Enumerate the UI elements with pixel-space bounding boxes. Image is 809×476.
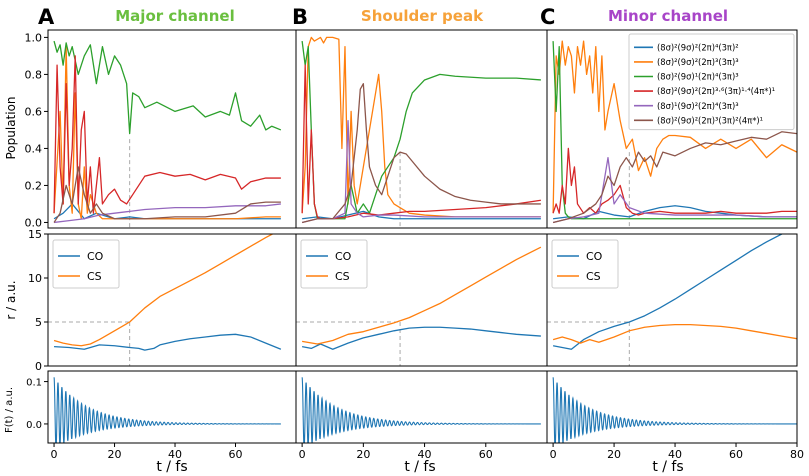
ytick-label-0-5: 1.0: [25, 31, 43, 44]
series-line-c-1-0: [552, 234, 784, 350]
legend-label-b-1-1: CS: [335, 270, 350, 283]
xtick-label-a-0: 0: [51, 448, 58, 461]
series-line-a-0-5: [53, 166, 281, 223]
ytick-label-0-2: 0.4: [25, 142, 43, 155]
series-line-b-0-2: [301, 41, 541, 220]
xtick-label-b-1: 20: [356, 448, 370, 461]
xlabel-a: t / fs: [156, 459, 187, 475]
ytick-label-0-0: 0.0: [25, 216, 43, 229]
legend-label-c-0-4: (8σ)¹(9σ)²(2π)⁴(3π)³: [657, 101, 739, 111]
series-line-a-1-0: [54, 333, 282, 351]
field-line-c: [552, 377, 797, 443]
legend-label-b-1-0: CO: [335, 250, 352, 263]
xlabel-c: t / fs: [652, 459, 683, 475]
ylabel-bond-length: r / a.u.: [4, 280, 18, 319]
ytick-label-1-1: 5: [35, 316, 42, 329]
xtick-label-c-3: 60: [729, 448, 743, 461]
series-line-b-0-1: [301, 36, 541, 218]
legend-label-c-0-0: (8σ)²(9σ)²(2π)⁴(3π)²: [657, 42, 739, 52]
field-line-b: [301, 377, 541, 443]
series-line-a-0-3: [53, 55, 281, 214]
legend-box-a-1: [52, 239, 120, 289]
legend-box-b-1: [300, 239, 368, 289]
legend-label-c-0-2: (8σ)²(9σ)¹(2π)⁴(3π)³: [657, 72, 739, 82]
field-line-a: [53, 377, 281, 443]
ytick-label-2-0: 0.0: [26, 420, 42, 431]
legend-label-a-1-0: CO: [87, 250, 104, 263]
xtick-label-c-2: 40: [668, 448, 682, 461]
legend-label-c-0-5: (8σ)²(9σ)²(2π)³(3π)²(4π*)¹: [657, 115, 763, 125]
series-line-c-0-4: [552, 157, 797, 224]
panel-title-b: Shoulder peak: [361, 7, 484, 25]
ytick-label-1-3: 15: [28, 228, 42, 241]
ylabel-population: Population: [4, 96, 18, 159]
legend-label-c-0-1: (8σ)²(9σ)²(2π)³(3π)³: [657, 57, 739, 67]
legend-box-c-1: [551, 239, 619, 289]
legend-label-c-0-3: (8σ)²(9σ)²(2π)³·⁶(3π)¹·⁴(4π*)¹: [657, 86, 775, 96]
series-line-c-0-1: [552, 40, 797, 214]
xtick-label-a-3: 60: [229, 448, 243, 461]
legend-label-c-1-1: CS: [586, 270, 601, 283]
series-line-b-1-1: [302, 246, 542, 345]
legend-box-c-0: [628, 33, 795, 131]
panel-title-c: Minor channel: [608, 7, 728, 25]
xtick-label-b-0: 0: [299, 448, 306, 461]
panel-letter-c: C: [540, 5, 555, 29]
panel-letter-b: B: [292, 5, 308, 29]
series-line-a-0-4: [53, 203, 281, 224]
series-line-c-0-2: [552, 41, 797, 220]
series-line-b-0-5: [301, 83, 541, 224]
axes-frame-c-1: [546, 233, 798, 367]
legend-label-a-1-1: CS: [87, 270, 102, 283]
series-line-a-0-2: [53, 40, 282, 135]
series-line-b-0-3: [301, 64, 541, 220]
series-line-b-0-4: [301, 120, 541, 224]
ytick-label-2-1: 0.1: [26, 378, 42, 389]
xtick-label-a-2: 40: [168, 448, 182, 461]
ytick-label-1-2: 10: [28, 272, 42, 285]
ylabel-field: F(t) / a.u.: [4, 387, 15, 433]
series-line-a-1-1: [53, 234, 274, 347]
xtick-label-c-4: 80: [790, 448, 804, 461]
xtick-label-c-1: 20: [607, 448, 621, 461]
axes-frame-c-2: [546, 370, 798, 444]
xtick-label-b-2: 40: [418, 448, 432, 461]
xtick-label-c-0: 0: [550, 448, 557, 461]
ytick-label-1-0: 0: [35, 360, 42, 373]
ytick-label-0-4: 0.8: [25, 68, 43, 81]
panel-title-a: Major channel: [115, 7, 234, 25]
series-line-c-1-1: [552, 323, 797, 344]
axes-frame-b-0: [295, 29, 548, 229]
legend-label-c-1-0: CO: [586, 250, 603, 263]
legends: (8σ)²(9σ)²(2π)⁴(3π)² (8σ)²(9σ)²(2π)³(3π)³…: [52, 33, 795, 289]
series-line-c-0-5: [552, 131, 797, 224]
series-line-b-1-0: [301, 326, 541, 350]
xtick-label-a-1: 20: [108, 448, 122, 461]
xlabel-b: t / fs: [404, 459, 435, 475]
panel-letter-a: A: [38, 5, 55, 29]
ytick-label-0-3: 0.6: [25, 105, 43, 118]
xtick-label-b-3: 60: [479, 448, 493, 461]
series-line-c-0-3: [552, 147, 797, 216]
ytick-label-0-1: 0.2: [25, 179, 43, 192]
axes-frame-c-0: [546, 29, 798, 229]
